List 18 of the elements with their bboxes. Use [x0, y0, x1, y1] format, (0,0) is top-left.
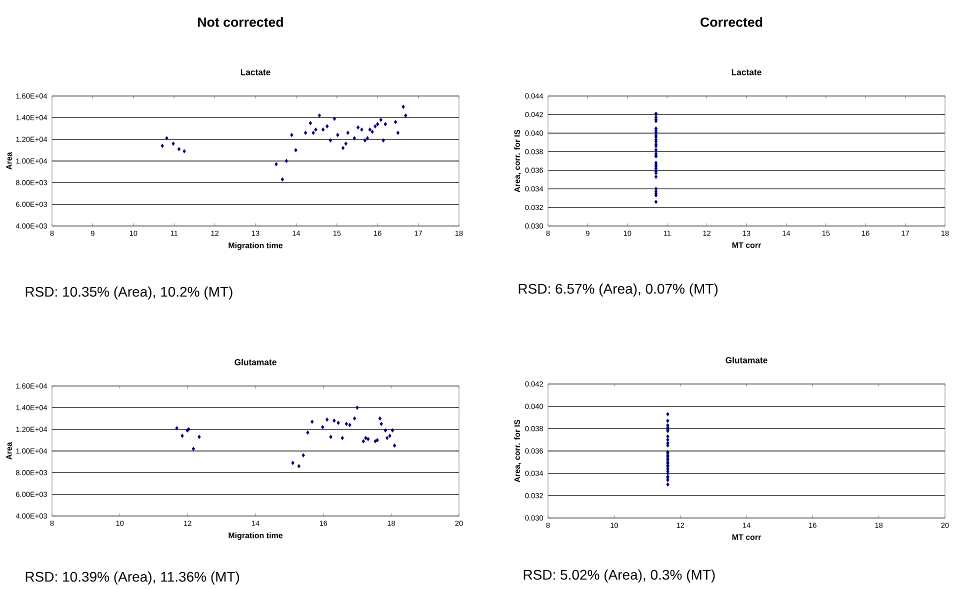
x-axis-title: MT corr	[732, 534, 762, 540]
y-axis-title: Area, corr. for IS	[514, 130, 522, 192]
text: RSD: 10.35% (Area), 10.2% (MT)	[26, 286, 232, 300]
x-axis-title: MT corr	[732, 242, 762, 248]
x-axis-title: Migration time	[228, 242, 283, 250]
chart-subtitle: Corrected	[700, 17, 762, 27]
chart-subtitle: Not corrected	[198, 17, 283, 27]
chart-title: Glutamate	[234, 358, 276, 366]
text: RSD: 6.57% (Area), 0.07% (MT)	[518, 283, 718, 297]
x-axis-title: Migration time	[228, 532, 283, 540]
y-axis-title: Area	[6, 442, 12, 460]
chart-title: Lactate	[732, 69, 762, 76]
chart-title: Glutamate	[726, 356, 768, 364]
y-axis-title: Area	[6, 152, 12, 170]
y-axis-title: Area, corr. for IS	[514, 420, 522, 482]
text: RSD: 5.02% (Area), 0.3% (MT)	[524, 569, 715, 583]
chart-title: Lactate	[240, 69, 270, 76]
text: RSD: 10.39% (Area), 11.36% (MT)	[26, 571, 240, 585]
